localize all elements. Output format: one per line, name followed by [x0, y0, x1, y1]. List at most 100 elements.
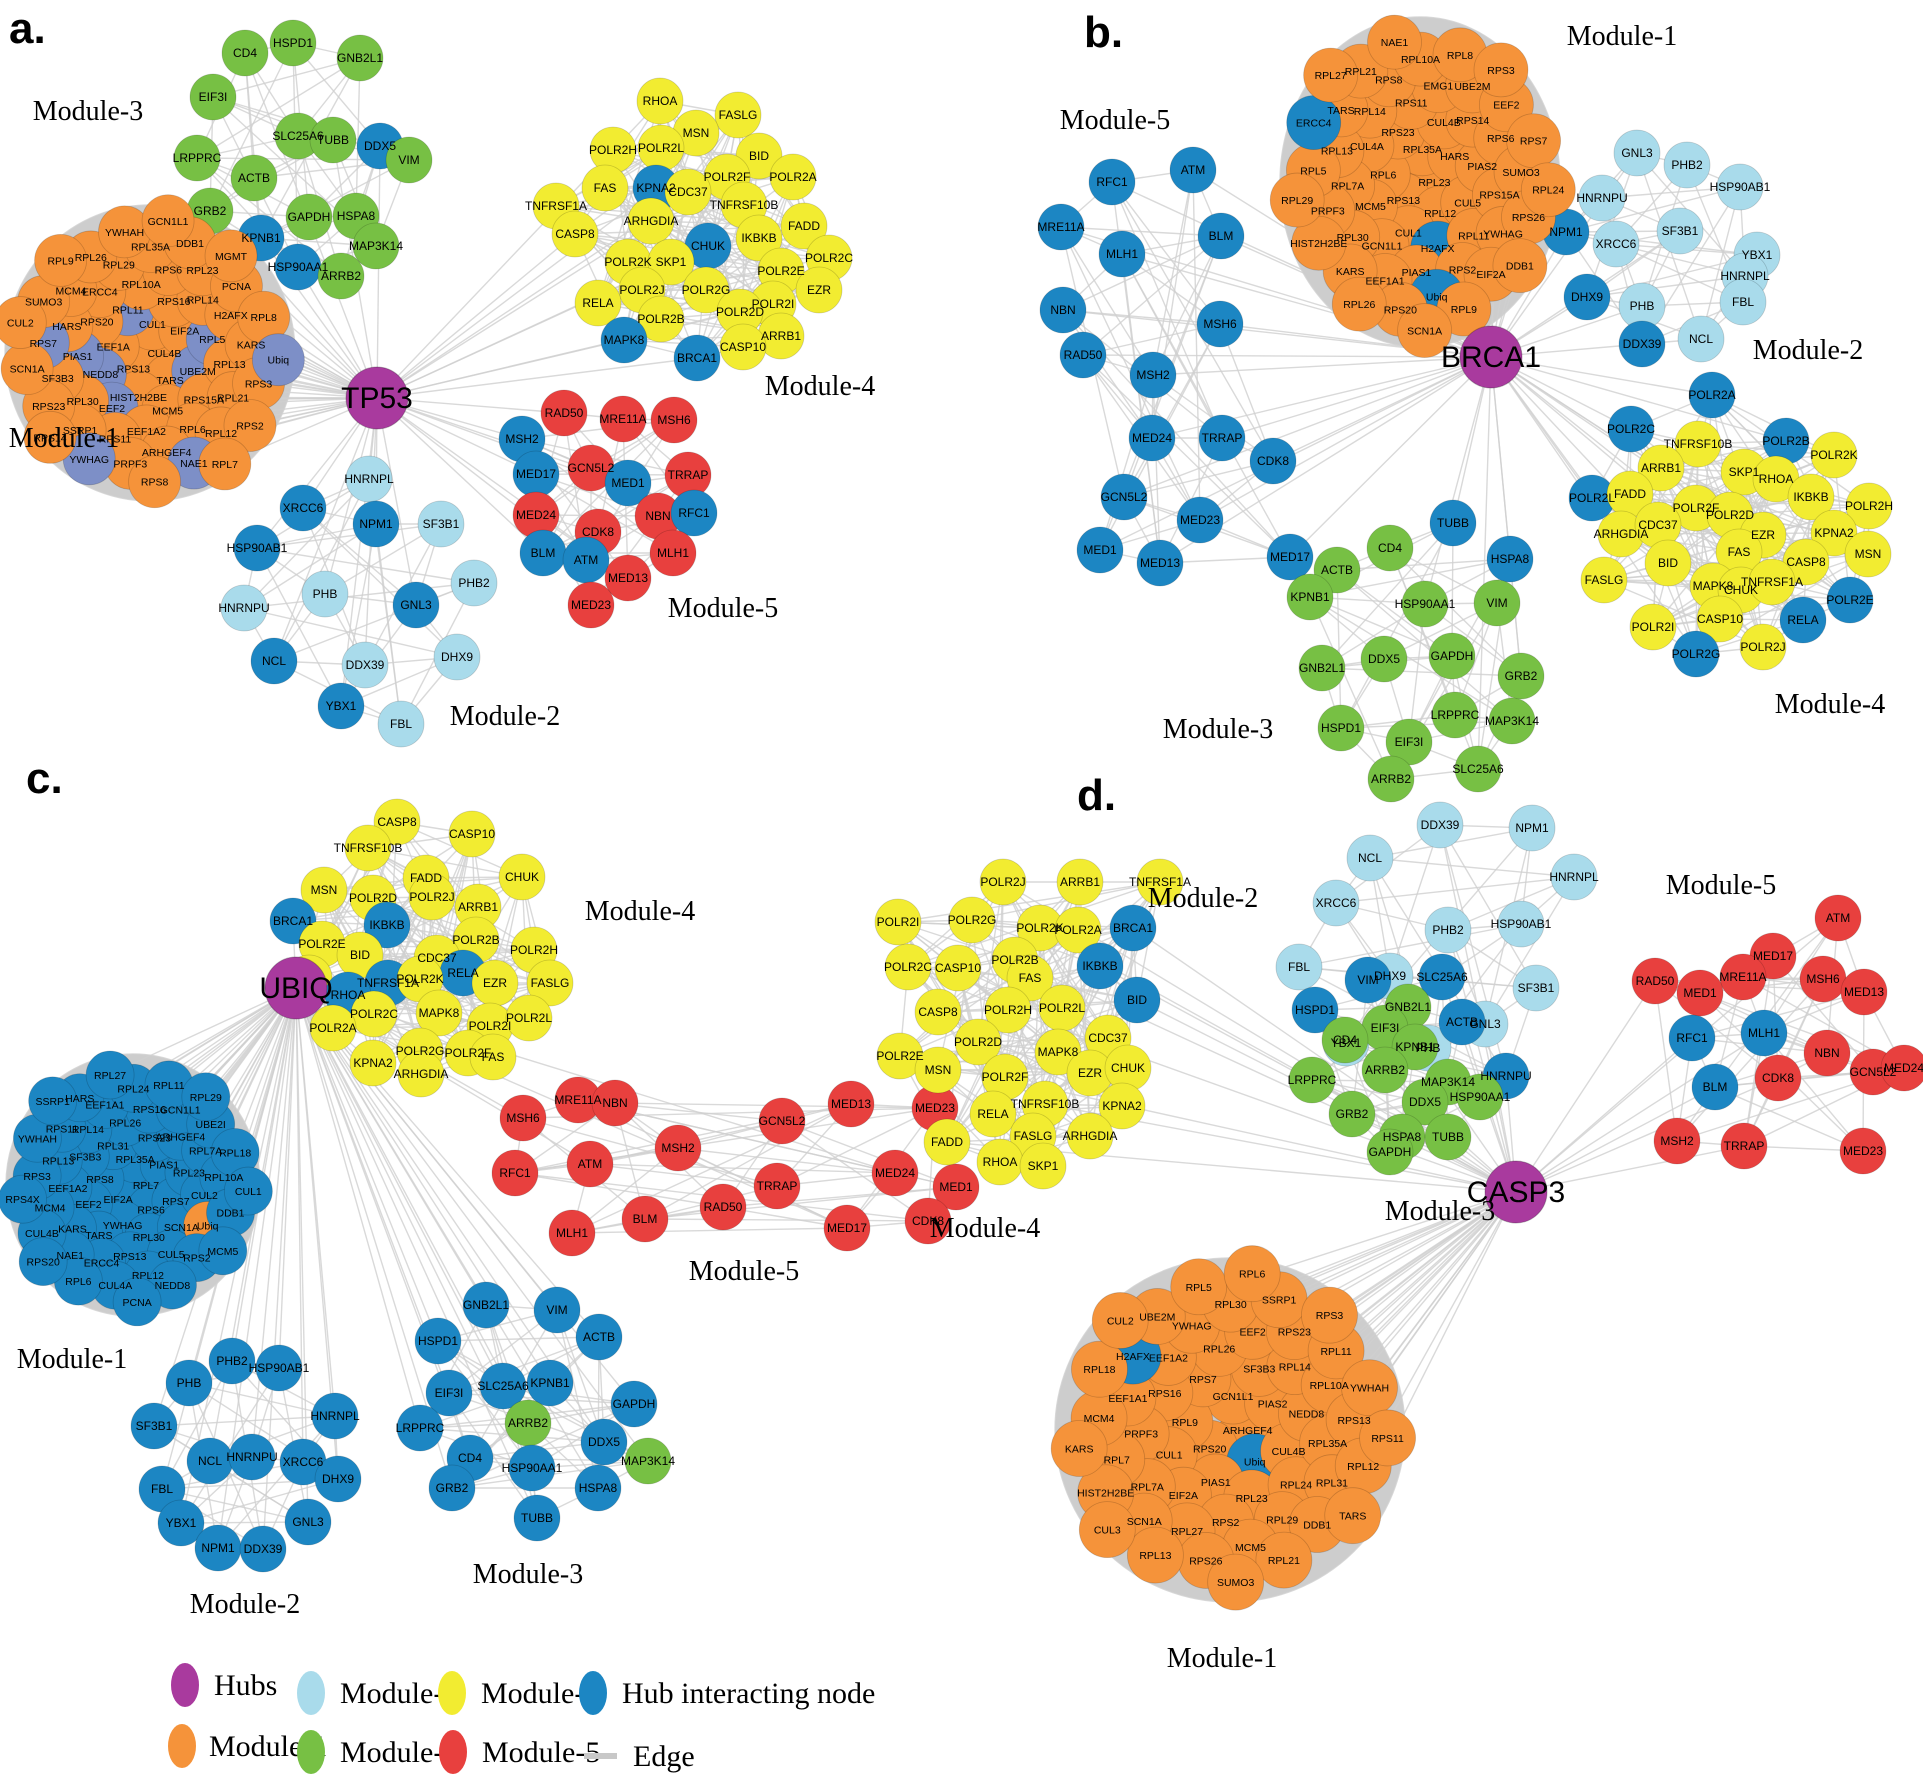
node-MED1[interactable]: [1076, 526, 1124, 574]
node-POLR2K[interactable]: [1810, 431, 1858, 479]
node-RFC1[interactable]: [1088, 158, 1136, 206]
node-ACTB[interactable]: [1438, 998, 1486, 1046]
node-POLR2I[interactable]: [874, 898, 922, 946]
node-KPNA2[interactable]: [1098, 1082, 1146, 1130]
node-MED1[interactable]: [604, 459, 652, 507]
node-DDX39[interactable]: [239, 1525, 287, 1573]
node-NCL[interactable]: [1677, 315, 1725, 363]
node-RPL7[interactable]: [198, 437, 252, 491]
node-FASLG[interactable]: [714, 91, 762, 139]
node-PCNA[interactable]: [112, 1277, 162, 1327]
node-LRPPRC[interactable]: [396, 1404, 444, 1452]
node-DHX9[interactable]: [1563, 273, 1611, 321]
node-MSH6[interactable]: [1196, 300, 1244, 348]
node-FBL[interactable]: [377, 700, 425, 748]
node-POLR2L[interactable]: [505, 994, 553, 1042]
node-YBX1[interactable]: [157, 1499, 205, 1547]
node-POLR2C[interactable]: [1607, 405, 1655, 453]
node-HSPD1[interactable]: [269, 19, 317, 67]
node-HSPA8[interactable]: [1486, 535, 1534, 583]
node-NCL[interactable]: [1346, 834, 1394, 882]
node-PHB2[interactable]: [450, 559, 498, 607]
node-ARRB2[interactable]: [1361, 1046, 1409, 1094]
node-RELA[interactable]: [1779, 596, 1827, 644]
node-MSN[interactable]: [1844, 530, 1892, 578]
node-RELA[interactable]: [574, 279, 622, 327]
node-CUL3[interactable]: [1078, 1501, 1136, 1559]
node-NPM1[interactable]: [352, 500, 400, 548]
node-PHB2[interactable]: [1663, 141, 1711, 189]
node-GAPDH[interactable]: [1366, 1128, 1414, 1176]
node-CD4[interactable]: [1321, 1016, 1369, 1064]
node-MLH1[interactable]: [649, 529, 697, 577]
node-MSH2[interactable]: [1129, 351, 1177, 399]
node-VIM[interactable]: [1344, 956, 1392, 1004]
node-CASP10[interactable]: [1696, 595, 1744, 643]
node-MED24[interactable]: [871, 1149, 919, 1197]
node-TRRAP[interactable]: [753, 1162, 801, 1210]
node-NPM1[interactable]: [1508, 804, 1556, 852]
node-TUBB[interactable]: [513, 1494, 561, 1542]
node-DDX39[interactable]: [1618, 320, 1666, 368]
node-GAPDH[interactable]: [285, 193, 333, 241]
node-RPL6[interactable]: [1223, 1245, 1281, 1303]
node-RPL9[interactable]: [34, 234, 87, 287]
node-HNRNPU[interactable]: [220, 584, 268, 632]
node-RELA[interactable]: [969, 1090, 1017, 1138]
node-CASP8[interactable]: [914, 988, 962, 1036]
node-SUMO3[interactable]: [1207, 1553, 1265, 1611]
node-IKBKB[interactable]: [1076, 942, 1124, 990]
hub-node-TP53[interactable]: [345, 366, 409, 430]
node-SF3B1[interactable]: [417, 500, 465, 548]
node-GNL3[interactable]: [1613, 129, 1661, 177]
node-PHB[interactable]: [301, 570, 349, 618]
node-BLM[interactable]: [1197, 212, 1245, 260]
node-HSPD1[interactable]: [1291, 986, 1339, 1034]
node-HSP90AB1[interactable]: [1497, 900, 1545, 948]
node-POLR2H[interactable]: [984, 986, 1032, 1034]
node-MLH1[interactable]: [1740, 1009, 1788, 1057]
node-KPNB1[interactable]: [526, 1359, 574, 1407]
node-RPS3[interactable]: [1473, 42, 1529, 98]
node-TUBB[interactable]: [1429, 499, 1477, 547]
node-CDK8[interactable]: [904, 1197, 952, 1245]
node-RAD50[interactable]: [699, 1183, 747, 1231]
node-MSH2[interactable]: [1653, 1117, 1701, 1165]
node-RFC1[interactable]: [670, 489, 718, 537]
node-DDB1[interactable]: [1492, 238, 1548, 294]
node-GNL3[interactable]: [392, 581, 440, 629]
node-MRE11A[interactable]: [1719, 953, 1767, 1001]
node-NBN[interactable]: [1803, 1029, 1851, 1077]
node-CASP10[interactable]: [448, 810, 496, 858]
node-RAD50[interactable]: [1059, 331, 1107, 379]
node-MSH6[interactable]: [499, 1094, 547, 1142]
node-RAD50[interactable]: [1631, 957, 1679, 1005]
node-CHUK[interactable]: [498, 853, 546, 901]
node-HNRNPL[interactable]: [1550, 853, 1598, 901]
node-POLR2J[interactable]: [1739, 623, 1787, 671]
node-RPL26[interactable]: [1331, 276, 1387, 332]
node-CUL2[interactable]: [0, 296, 47, 349]
node-MRE11A[interactable]: [599, 395, 647, 443]
node-HSP90AA1[interactable]: [1401, 580, 1449, 628]
node-LRPPRC[interactable]: [1431, 691, 1479, 739]
node-GNL3[interactable]: [284, 1498, 332, 1546]
node-CASP8[interactable]: [551, 210, 599, 258]
node-TARS[interactable]: [1324, 1487, 1382, 1545]
node-GNB2L1[interactable]: [1298, 644, 1346, 692]
node-FAS[interactable]: [581, 164, 629, 212]
node-GCN5L2[interactable]: [1100, 473, 1148, 521]
node-POLR2J[interactable]: [979, 858, 1027, 906]
node-PHB2[interactable]: [208, 1337, 256, 1385]
node-ATM[interactable]: [1169, 146, 1217, 194]
node-BLM[interactable]: [1691, 1063, 1739, 1111]
node-GRB2[interactable]: [428, 1464, 476, 1512]
node-HNRNPU[interactable]: [228, 1433, 276, 1481]
node-RPS3[interactable]: [1301, 1286, 1358, 1344]
node-RPS14[interactable]: [23, 410, 77, 464]
node-CDK8[interactable]: [1249, 437, 1297, 485]
node-Ubiq[interactable]: [251, 333, 305, 387]
node-MAP3K14[interactable]: [624, 1437, 672, 1485]
node-MED13[interactable]: [604, 554, 652, 602]
node-CD4[interactable]: [1366, 524, 1414, 572]
